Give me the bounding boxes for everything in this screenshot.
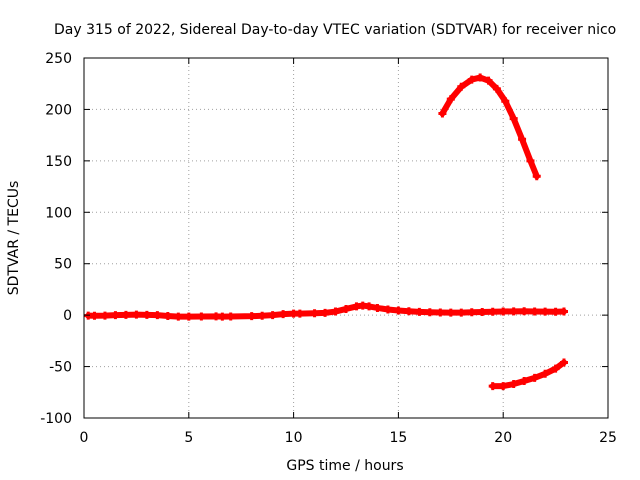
data-point bbox=[484, 76, 493, 85]
data-point bbox=[532, 172, 541, 181]
axis-ticks: 0 5 10 15 20 25 -100 -50 0 50 100 150 200 250 bbox=[40, 51, 617, 446]
x-tick-label: 15 bbox=[389, 430, 407, 446]
data-point bbox=[499, 307, 508, 316]
x-tick-label: 25 bbox=[599, 430, 617, 446]
data-point bbox=[258, 311, 267, 320]
data-point bbox=[501, 97, 510, 106]
data-point bbox=[488, 307, 497, 316]
data-point bbox=[404, 307, 413, 316]
x-tick-label: 0 bbox=[80, 430, 89, 446]
data-point bbox=[509, 307, 518, 316]
data-point bbox=[438, 109, 447, 118]
y-tick-label: -50 bbox=[49, 360, 72, 376]
data-point bbox=[310, 309, 319, 318]
data-point bbox=[446, 308, 455, 317]
data-point bbox=[559, 358, 568, 367]
y-tick-label: 100 bbox=[45, 205, 72, 221]
data-point bbox=[383, 305, 392, 314]
data-point bbox=[509, 380, 518, 389]
data-point bbox=[197, 312, 206, 321]
data-point bbox=[184, 312, 193, 321]
data-point bbox=[559, 307, 568, 316]
data-point bbox=[551, 364, 560, 373]
data-point bbox=[342, 304, 350, 313]
data-point bbox=[153, 311, 162, 320]
data-point bbox=[530, 373, 539, 382]
data-point bbox=[520, 307, 529, 316]
data-point bbox=[174, 312, 183, 321]
data-point bbox=[121, 310, 130, 319]
grid-lines bbox=[84, 58, 608, 418]
x-tick-label: 10 bbox=[285, 430, 303, 446]
data-point bbox=[279, 310, 288, 319]
data-point bbox=[394, 306, 403, 315]
data-point bbox=[268, 311, 277, 320]
data-point bbox=[541, 307, 550, 316]
chart-title: Day 315 of 2022, Sidereal Day-to-day VTE… bbox=[54, 22, 616, 38]
data-point bbox=[425, 308, 434, 317]
data-point bbox=[457, 82, 466, 91]
data-point bbox=[509, 114, 518, 123]
data-point bbox=[499, 382, 508, 391]
data-point bbox=[492, 84, 501, 93]
y-axis-label: SDTVAR / TECUs bbox=[6, 181, 22, 296]
data-point bbox=[111, 311, 120, 320]
data-point bbox=[457, 308, 466, 317]
y-tick-label: 150 bbox=[45, 154, 72, 170]
y-tick-label: 0 bbox=[63, 308, 72, 324]
data-point bbox=[132, 310, 141, 319]
data-point bbox=[530, 307, 539, 316]
x-axis-label: GPS time / hours bbox=[286, 458, 403, 474]
data-point bbox=[478, 308, 487, 317]
plot-frame bbox=[83, 57, 609, 419]
data-point bbox=[518, 135, 527, 144]
data-point bbox=[295, 309, 304, 318]
data-point bbox=[90, 311, 99, 320]
data-point bbox=[541, 369, 550, 378]
data-points bbox=[84, 73, 568, 391]
x-tick-label: 20 bbox=[494, 430, 512, 446]
data-point bbox=[476, 73, 485, 82]
y-tick-label: 250 bbox=[45, 51, 72, 67]
y-tick-label: 50 bbox=[54, 257, 72, 273]
y-tick-label: -100 bbox=[40, 411, 72, 427]
data-point bbox=[551, 307, 560, 316]
y-tick-label: 200 bbox=[45, 102, 72, 118]
data-point bbox=[321, 308, 330, 317]
data-point bbox=[436, 308, 445, 317]
x-tick-label: 5 bbox=[184, 430, 193, 446]
data-point bbox=[488, 382, 497, 391]
data-point bbox=[520, 376, 529, 385]
data-point bbox=[526, 156, 535, 165]
data-point bbox=[142, 310, 151, 319]
data-point bbox=[467, 75, 476, 84]
data-series-trace bbox=[439, 74, 540, 180]
data-point bbox=[218, 312, 227, 321]
data-point bbox=[163, 311, 172, 320]
data-point bbox=[247, 312, 256, 321]
data-point bbox=[415, 307, 424, 316]
data-point bbox=[331, 307, 340, 316]
data-point bbox=[467, 308, 476, 317]
data-point bbox=[446, 95, 455, 104]
data-point bbox=[226, 312, 235, 321]
data-point bbox=[373, 303, 382, 312]
data-point bbox=[365, 302, 374, 311]
data-point bbox=[100, 311, 109, 320]
